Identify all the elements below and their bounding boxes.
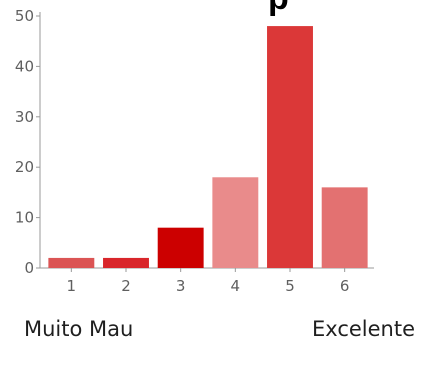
y-tick-label: 50 bbox=[15, 7, 34, 25]
bar-3 bbox=[157, 227, 204, 268]
rating-bar-chart: 0 10 20 30 40 50 1 2 3 4 5 6 p bbox=[15, 0, 374, 295]
x-tick-label: 3 bbox=[176, 277, 186, 295]
x-tick-label: 1 bbox=[67, 277, 77, 295]
y-tick-label: 20 bbox=[15, 158, 34, 176]
bar-4 bbox=[212, 177, 259, 268]
bar-2 bbox=[103, 257, 149, 268]
bar-1 bbox=[48, 257, 95, 268]
x-tick-label: 4 bbox=[231, 277, 241, 295]
y-axis: 0 10 20 30 40 50 bbox=[15, 7, 41, 277]
bar-5 bbox=[267, 26, 313, 268]
x-tick-label: 2 bbox=[121, 277, 131, 295]
y-tick-label: 30 bbox=[15, 108, 34, 126]
y-tick-label: 0 bbox=[24, 259, 34, 277]
bar-6 bbox=[321, 187, 368, 268]
x-tick-label: 5 bbox=[285, 277, 295, 295]
chart-svg: 0 10 20 30 40 50 1 2 3 4 5 6 bbox=[15, 7, 374, 295]
x-tick-label: 6 bbox=[340, 277, 350, 295]
x-axis: 1 2 3 4 5 6 bbox=[40, 267, 374, 295]
y-tick-label: 10 bbox=[15, 209, 34, 227]
chart-title-fragment: p bbox=[268, 0, 289, 15]
scale-high-label: Excelente bbox=[312, 317, 416, 341]
y-tick-label: 40 bbox=[15, 57, 34, 75]
scale-low-label: Muito Mau bbox=[24, 317, 134, 341]
bars bbox=[48, 26, 368, 268]
